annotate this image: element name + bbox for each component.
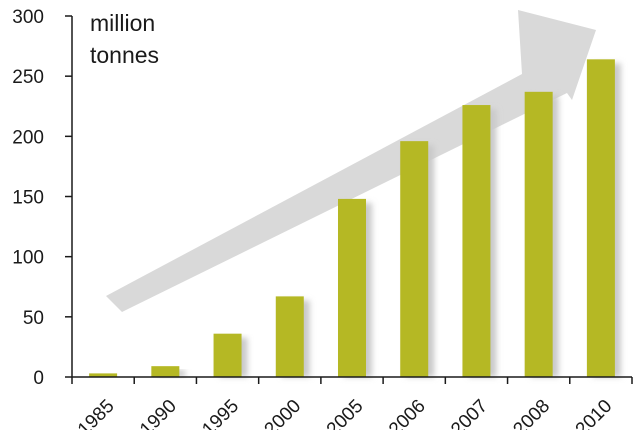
y-axis-ticks: 0 50 100 150 200 250 300 [12,7,72,389]
y-tick-label: 250 [12,67,44,88]
y-tick-label: 50 [23,308,44,329]
x-tick-label: 2006 [385,396,430,430]
x-tick-label: 1985 [74,396,119,430]
x-axis-ticks: 1985 1990 1995 2000 2005 2006 2007 2008 2010 [71,377,633,430]
trend-arrow [106,10,596,312]
x-tick-label: 1990 [136,396,181,430]
bar-2005 [338,198,366,377]
x-tick-label: 2000 [261,396,306,430]
bar-1995 [213,333,242,377]
x-tick-label: 2005 [323,396,368,430]
bar-2007 [462,105,491,378]
bar-2006 [400,141,429,377]
x-tick-label: 2007 [447,396,492,430]
y-tick-label: 100 [12,248,44,269]
bar-1985 [89,373,118,377]
unit-label-line-2: tonnes [90,42,159,68]
y-tick-label: 300 [12,7,44,28]
bar-2008 [524,91,553,377]
bar-2010 [586,59,615,377]
bar-1990 [151,366,180,377]
bar-2000 [275,296,304,377]
x-tick-label: 1995 [198,396,243,430]
y-tick-label: 0 [33,368,44,389]
unit-label-line-1: million [90,10,155,36]
y-tick-label: 150 [12,188,44,209]
x-tick-label: 2010 [572,396,617,430]
bars [89,59,615,378]
x-tick-label: 2008 [509,396,554,430]
y-tick-label: 200 [12,127,44,148]
